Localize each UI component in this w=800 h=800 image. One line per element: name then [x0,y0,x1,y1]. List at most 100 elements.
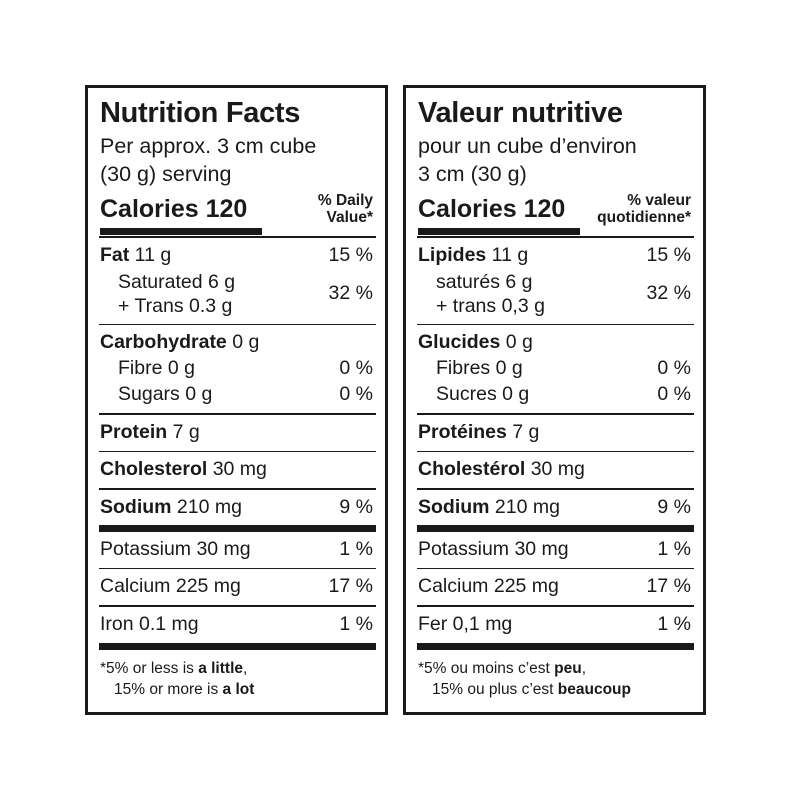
fibre-row: Fibres 0 g 0 % [418,357,693,383]
daily-value-header-line-1: % valeur [627,192,691,209]
daily-value-percent: 0 % [657,383,691,405]
calories-row: Calories 120 % Daily Value* [100,192,375,235]
serving-size-line-2: (30 g) serving [100,162,232,186]
daily-value-percent: 32 % [646,281,691,304]
protein-row: Protein 7 g [100,415,375,447]
footnote-emphasis: peu [554,659,582,677]
thick-divider [417,642,694,650]
daily-value-percent: 1 % [657,537,691,560]
footnote-text: *5% or less is [100,659,199,677]
nutrient-name: Fat [100,243,130,266]
calcium-row: Calcium 225 mg 17 % [418,569,693,601]
footnote-text: *5% ou moins c’est [418,659,555,677]
daily-value-header-line-1: % Daily [317,192,373,209]
daily-value-percent: 1 % [657,612,691,635]
nutrient-label: Fer 0,1 mg [418,612,513,635]
serving-size-line-1: pour un cube d’environ [418,134,637,158]
footnote-text: 15% ou plus c’est [432,680,558,698]
iron-row: Iron 0.1 mg 1 % [100,607,375,639]
footnote-emphasis: a lot [222,680,255,698]
divider [417,413,694,415]
nutrient-label: Calcium 225 mg [100,575,241,597]
divider [99,605,376,607]
divider [99,413,376,415]
nutrient-label: Calcium 225 mg [418,575,559,597]
divider [417,450,694,452]
nutrient-amount: 210 mg [489,495,560,518]
nutrient-label: Fibres 0 g [436,357,523,379]
nutrient-amount: 30 mg [525,458,585,480]
fibre-row: Fibre 0 g 0 % [100,357,375,383]
footnote-line-2: 15% ou plus c’est beaucoup [418,679,693,700]
daily-value-percent: 1 % [339,612,373,635]
saturated-label: saturés 6 g [436,270,533,293]
daily-value-percent: 0 % [339,357,373,379]
cholesterol-row: Cholestérol 30 mg [418,452,693,484]
sodium-row: Sodium 210 mg 9 % [418,490,693,522]
divider [417,236,694,238]
footnote-text: 15% or more is [114,680,223,698]
nutrient-name: Cholesterol [100,458,208,480]
thick-divider [417,524,694,532]
nutrient-name: Cholestérol [418,458,526,480]
divider [99,323,376,325]
iron-row: Fer 0,1 mg 1 % [418,607,693,639]
footnote-line-1: *5% ou moins c’est peu, [418,658,693,679]
nutrient-label: Potassium 30 mg [100,537,251,560]
nutrient-label: Potassium 30 mg [418,537,569,560]
fat-row: Lipides 11 g 15 % [418,238,693,270]
daily-value-percent: 17 % [646,575,691,597]
cholesterol-row: Cholesterol 30 mg [100,452,375,484]
trans-label: + Trans 0.3 g [118,294,233,317]
divider [99,567,376,569]
nutrient-label: Fibre 0 g [118,357,195,379]
nutrition-facts-panel-english: Nutrition Facts Per approx. 3 cm cube (3… [85,85,388,715]
daily-value-percent: 15 % [328,243,373,266]
nutrient-amount: 11 g [129,243,172,266]
calcium-row: Calcium 225 mg 17 % [100,569,375,601]
nutrient-amount: 30 mg [207,458,267,480]
thick-divider [99,524,376,532]
footnote-line-1: *5% or less is a little, [100,658,375,679]
daily-value-header-line-2: quotidienne* [597,209,691,226]
saturated-label: Saturated 6 g [118,270,236,293]
divider [417,488,694,490]
serving-size-line-1: Per approx. 3 cm cube [100,134,317,158]
nutrient-amount: 7 g [506,420,540,443]
nutrient-label: Sucres 0 g [436,383,530,405]
divider [417,323,694,325]
sugars-row: Sucres 0 g 0 % [418,383,693,409]
protein-row: Protéines 7 g [418,415,693,447]
trans-label: + trans 0,3 g [436,294,545,317]
nutrient-label: Sugars 0 g [118,383,213,405]
fat-row: Fat 11 g 15 % [100,238,375,270]
nutrient-name: Protéines [418,420,507,443]
potassium-row: Potassium 30 mg 1 % [418,532,693,564]
carbohydrate-row: Carbohydrate 0 g [100,325,375,357]
serving-size-line-2: 3 cm (30 g) [418,162,527,186]
nutrient-name: Sodium [100,495,172,518]
divider [99,488,376,490]
nutrient-name: Sodium [418,495,490,518]
daily-value-percent: 0 % [339,383,373,405]
panel-title: Valeur nutritive [418,97,623,129]
panel-title: Nutrition Facts [100,97,301,129]
calories-row: Calories 120 % valeur quotidienne* [418,192,693,235]
daily-value-header-line-2: Value* [326,209,373,226]
nutrient-name: Protein [100,420,168,443]
nutrient-name: Lipides [418,243,487,266]
calories-underline [418,228,580,235]
nutrient-amount: 0 g [500,331,533,353]
calories-label: Calories 120 [100,195,248,223]
daily-value-percent: 15 % [646,243,691,266]
calories-underline [100,228,262,235]
saturated-trans-row: saturés 6 g + trans 0,3 g 32 % [418,270,693,318]
sugars-row: Sugars 0 g 0 % [100,383,375,409]
daily-value-percent: 9 % [657,495,691,518]
nutrient-label: Iron 0.1 mg [100,612,199,635]
daily-value-percent: 1 % [339,537,373,560]
daily-value-percent: 9 % [339,495,373,518]
footnote-emphasis: a little [198,659,243,677]
divider [99,236,376,238]
footnote-line-2: 15% or more is a lot [100,679,375,700]
